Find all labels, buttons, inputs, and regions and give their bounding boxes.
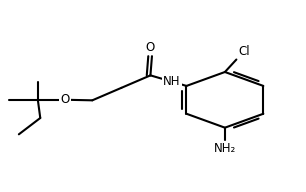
Text: O: O [61, 93, 70, 106]
Text: NH: NH [163, 75, 181, 88]
Text: NH₂: NH₂ [214, 142, 236, 155]
Text: O: O [145, 41, 155, 54]
Text: Cl: Cl [238, 45, 249, 58]
